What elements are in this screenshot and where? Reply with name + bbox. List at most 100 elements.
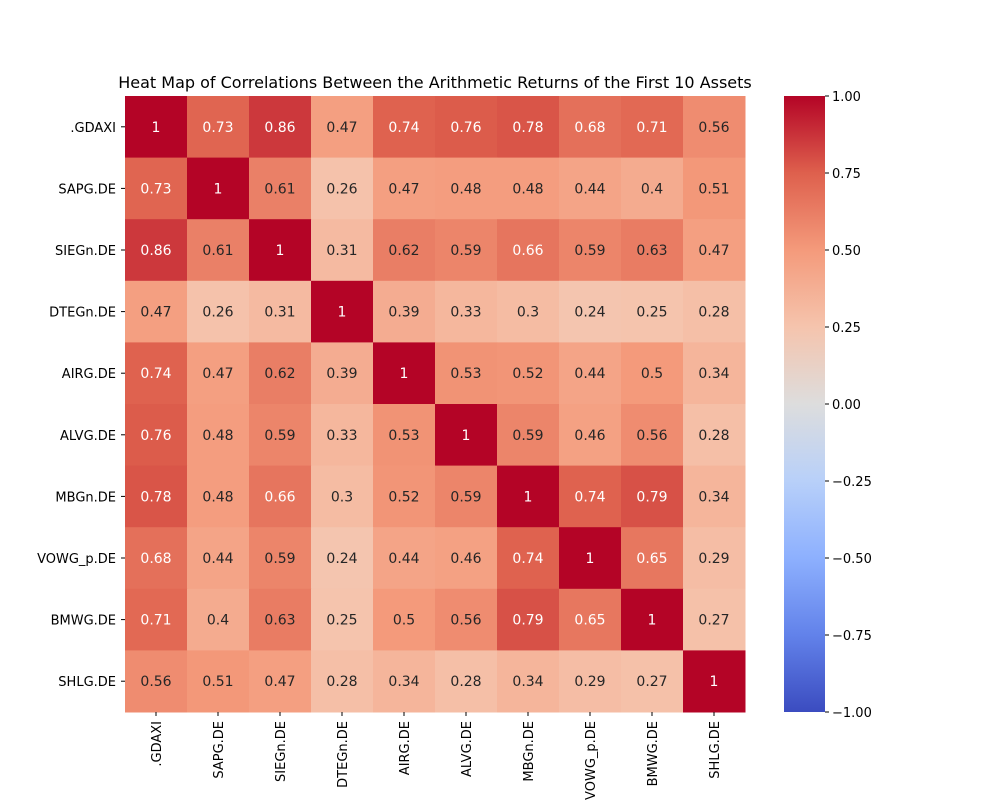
heatmap-cell [373,588,436,651]
cell-value-label: 0.59 [264,428,295,444]
cell-value-label: 0.44 [574,181,605,197]
heatmap-cell [311,157,374,220]
cell-value-label: 0.78 [512,120,543,136]
cell-value-label: 0.48 [450,181,481,197]
heatmap-cells: 1 0.73 0.86 0.47 0.74 0.76 0.78 0.68 0.71 0.56 0.7… [125,96,746,713]
heatmap-cell [621,404,684,467]
cell-value-label: 0.47 [388,181,419,197]
cell-value-label: 0.53 [388,428,419,444]
cell-value-label: 0.48 [202,489,233,505]
heatmap-cell [559,280,622,343]
heatmap-cell [187,404,250,467]
cell-value-label: 0.48 [512,181,543,197]
cell-value-label: 0.25 [636,305,667,321]
heatmap-cell [125,280,188,343]
cell-value-label: 0.76 [140,428,171,444]
heatmap-cell [125,96,188,159]
heatmap-cell [683,157,746,220]
heatmap-cell [187,650,250,713]
cell-value-label: 0.74 [140,366,171,382]
cell-value-label: 0.29 [574,674,605,690]
heatmap-cell [683,280,746,343]
cell-value-label: 0.34 [698,366,729,382]
colorbar-tick-label: 0.25 [832,321,861,336]
heatmap-cell [187,527,250,590]
cell-value-label: 0.34 [388,674,419,690]
column-tick-label: SHLG.DE [708,721,723,779]
heatmap-cell [311,465,374,528]
cell-value-label: 0.73 [140,181,171,197]
heatmap-cell [373,527,436,590]
column-tick-label: DTEGn.DE [336,721,351,788]
heatmap-cell [683,650,746,713]
cell-value-label: 0.61 [264,181,295,197]
cell-value-label: 1 [338,305,347,321]
cell-value-label: 1 [214,181,223,197]
heatmap-cell [249,96,312,159]
heatmap-cell [249,465,312,528]
heatmap-cell [187,280,250,343]
heatmap-cell [559,650,622,713]
cell-value-label: 0.56 [140,674,171,690]
cell-value-label: 0.3 [331,489,353,505]
cell-value-label: 0.79 [512,613,543,629]
heatmap-cell [559,527,622,590]
heatmap-cell [683,219,746,282]
cell-value-label: 0.47 [698,243,729,259]
cell-value-label: 0.68 [140,551,171,567]
heatmap-cell [373,650,436,713]
heatmap-cell [435,219,498,282]
cell-value-label: 0.65 [574,613,605,629]
cell-value-label: 0.79 [636,489,667,505]
cell-value-label: 0.4 [207,613,229,629]
cell-value-label: 0.24 [574,305,605,321]
cell-value-label: 0.86 [140,243,171,259]
cell-value-label: 0.24 [326,551,357,567]
cell-value-label: 0.47 [264,674,295,690]
cell-value-label: 0.33 [450,305,481,321]
cell-value-label: 0.3 [517,305,539,321]
cell-value-label: 0.61 [202,243,233,259]
colorbar-tick-label: 0.50 [832,244,861,259]
colorbar-tick-label: 0.75 [832,167,861,182]
column-tick-label: BMWG.DE [646,721,661,786]
cell-value-label: 0.86 [264,120,295,136]
heatmap-cell [311,588,374,651]
cell-value-label: 0.59 [450,243,481,259]
cell-value-label: 0.56 [698,120,729,136]
cell-value-label: 1 [710,674,719,690]
cell-value-label: 0.78 [140,489,171,505]
heatmap-cell [373,96,436,159]
heatmap-cell [125,465,188,528]
heatmap-cell [497,96,560,159]
cell-value-label: 0.46 [450,551,481,567]
heatmap-cell [683,404,746,467]
heatmap-cell [435,465,498,528]
cell-value-label: 0.59 [264,551,295,567]
heatmap-cell [683,527,746,590]
heatmap-cell [435,280,498,343]
cell-value-label: 0.5 [393,613,415,629]
heatmap-cell [373,465,436,528]
heatmap-cell [125,650,188,713]
heatmap-cell [311,650,374,713]
heatmap-cell [497,465,560,528]
cell-value-label: 0.48 [202,428,233,444]
heatmap-cell [187,465,250,528]
heatmap-cell [559,588,622,651]
heatmap-cell [621,465,684,528]
heatmap-cell [621,280,684,343]
heatmap-cell [497,527,560,590]
heatmap-cell [311,527,374,590]
heatmap-cell [125,157,188,220]
cell-value-label: 1 [462,428,471,444]
heatmap-cell [559,404,622,467]
heatmap-cell [249,280,312,343]
heatmap-cell [621,157,684,220]
heatmap-cell [125,588,188,651]
colorbar-tick-label: 1.00 [832,90,861,105]
colorbar-tick-label: −1.00 [832,706,872,721]
heatmap-cell [249,157,312,220]
row-tick-label: SIEGn.DE [55,244,116,259]
